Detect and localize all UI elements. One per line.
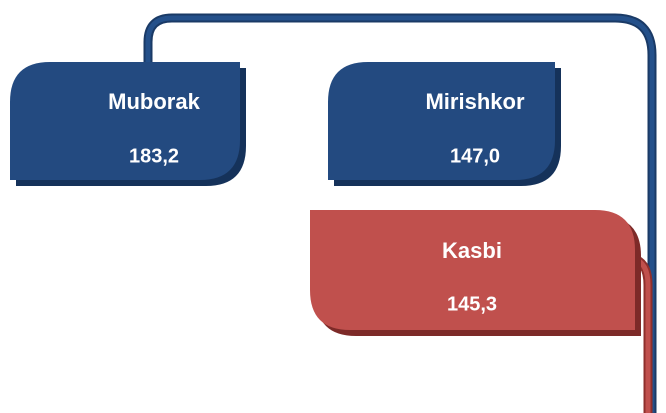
node-value: 145,3	[447, 293, 497, 315]
node-label: Kasbi	[442, 238, 502, 263]
node-value: 147,0	[450, 145, 500, 167]
connector-inner	[145, 15, 655, 413]
node-box	[328, 62, 555, 180]
node-box	[310, 210, 635, 330]
node-box	[10, 62, 240, 180]
node-value: 183,2	[129, 145, 179, 167]
node-label: Muborak	[108, 89, 200, 114]
node-label: Mirishkor	[425, 89, 524, 114]
